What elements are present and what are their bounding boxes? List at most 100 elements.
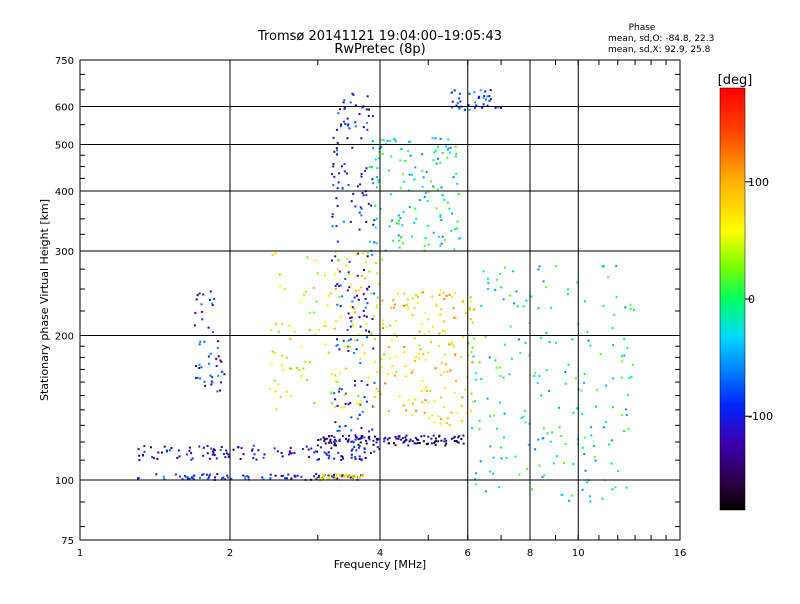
data-point — [439, 289, 442, 292]
data-point — [314, 450, 317, 453]
data-point — [427, 435, 430, 438]
data-point — [427, 191, 430, 193]
data-point — [611, 488, 614, 491]
data-point — [351, 306, 354, 309]
data-point — [436, 145, 439, 148]
data-point — [367, 436, 370, 439]
data-point — [338, 387, 341, 390]
data-point — [602, 426, 605, 429]
data-point — [213, 449, 216, 452]
data-point — [376, 371, 379, 373]
data-point — [448, 151, 451, 154]
data-point — [223, 373, 226, 376]
data-point — [462, 336, 465, 339]
data-point — [430, 180, 432, 183]
data-point — [474, 106, 476, 109]
data-point — [220, 381, 222, 384]
data-point — [303, 293, 305, 296]
data-point — [425, 443, 428, 446]
data-point — [432, 186, 435, 189]
data-point — [527, 443, 530, 446]
data-point — [347, 403, 350, 406]
data-point — [334, 398, 337, 401]
data-point — [486, 397, 489, 400]
data-point — [337, 451, 340, 454]
data-point — [345, 258, 348, 261]
data-point — [468, 306, 471, 309]
data-point — [335, 444, 337, 447]
data-point — [427, 442, 430, 445]
data-point — [621, 360, 624, 363]
data-point — [353, 307, 356, 310]
data-point — [495, 278, 498, 281]
data-point — [336, 404, 339, 407]
data-point — [277, 383, 280, 386]
data-point — [334, 374, 337, 377]
data-point — [333, 273, 336, 276]
data-point — [349, 401, 352, 404]
data-point — [371, 318, 374, 320]
data-point — [365, 194, 368, 197]
data-point — [270, 329, 273, 331]
data-point — [333, 436, 336, 439]
data-point — [453, 89, 456, 92]
data-point — [375, 217, 378, 220]
data-point — [482, 270, 485, 273]
data-point — [353, 296, 356, 299]
data-point — [343, 170, 346, 173]
data-point — [629, 303, 632, 306]
data-point — [336, 283, 339, 286]
data-point — [478, 428, 481, 431]
colorbar-ticks: 100 0 -100 — [745, 176, 773, 423]
data-point — [392, 299, 395, 302]
data-point — [438, 435, 441, 438]
data-point — [339, 372, 342, 375]
data-point — [354, 458, 357, 460]
data-point — [338, 390, 341, 393]
y-tick-label: 100 — [55, 476, 74, 487]
data-point — [391, 219, 394, 222]
data-point — [392, 239, 394, 242]
data-point — [382, 139, 385, 142]
data-point — [546, 432, 549, 435]
data-point — [330, 434, 333, 437]
data-point — [222, 453, 225, 455]
data-point — [612, 377, 615, 380]
data-point — [402, 211, 405, 214]
data-point — [365, 439, 368, 442]
data-point — [364, 306, 367, 309]
data-point — [355, 289, 357, 292]
data-point — [414, 207, 417, 210]
data-point — [583, 373, 586, 375]
data-point — [341, 474, 344, 477]
data-point — [426, 200, 429, 202]
data-point — [440, 242, 443, 245]
data-point — [381, 152, 384, 155]
data-point — [285, 356, 288, 359]
data-point — [269, 473, 272, 476]
data-point — [465, 412, 468, 415]
data-point — [360, 214, 363, 217]
data-point — [343, 99, 346, 102]
data-point — [207, 476, 210, 479]
data-point — [380, 146, 383, 149]
data-point — [455, 152, 458, 155]
data-point — [628, 376, 631, 379]
x-tick-label: 6 — [465, 548, 471, 559]
data-point — [549, 440, 552, 443]
colorbar-tick-label: 0 — [748, 293, 755, 306]
data-point — [555, 342, 558, 344]
data-point — [195, 365, 198, 367]
data-point — [439, 422, 442, 425]
data-point — [317, 478, 320, 481]
data-point — [386, 438, 389, 441]
data-point — [625, 408, 627, 411]
data-point — [540, 337, 543, 340]
data-point — [541, 475, 544, 478]
data-point — [376, 167, 379, 170]
data-point — [482, 103, 485, 106]
data-point — [442, 371, 445, 374]
data-point — [318, 458, 320, 461]
data-point — [423, 195, 426, 198]
data-point — [388, 437, 391, 439]
